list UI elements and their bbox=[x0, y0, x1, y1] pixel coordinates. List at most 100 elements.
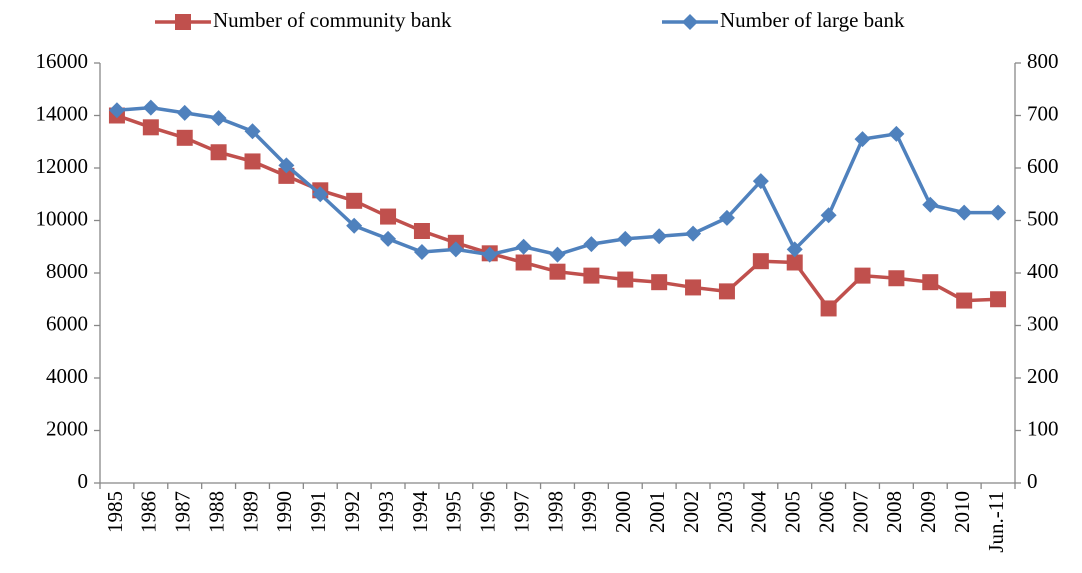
data-point bbox=[685, 225, 702, 242]
x-tick-label: 1990 bbox=[272, 491, 296, 533]
data-point bbox=[922, 274, 939, 291]
y2-tick-label: 500 bbox=[1027, 206, 1059, 230]
data-point bbox=[786, 254, 803, 271]
y2-tick-label: 700 bbox=[1027, 101, 1059, 125]
y2-tick-label: 200 bbox=[1027, 364, 1059, 388]
data-point bbox=[244, 123, 261, 140]
data-point bbox=[651, 228, 668, 245]
y-tick-label: 8000 bbox=[46, 259, 88, 283]
data-point bbox=[990, 204, 1007, 221]
data-point bbox=[617, 271, 634, 288]
data-point bbox=[854, 267, 871, 284]
x-tick-label: 1999 bbox=[577, 491, 601, 533]
data-point bbox=[922, 196, 939, 213]
data-point bbox=[244, 153, 261, 170]
data-point bbox=[413, 223, 430, 239]
x-tick-label: 2004 bbox=[747, 491, 771, 534]
x-tick-label: 2010 bbox=[950, 491, 974, 533]
x-tick-label: 1995 bbox=[442, 491, 466, 533]
y-tick-label: 12000 bbox=[36, 154, 89, 178]
data-point bbox=[718, 283, 735, 300]
x-tick-label: 2003 bbox=[713, 491, 737, 533]
x-tick-label: 1987 bbox=[171, 491, 195, 533]
data-point bbox=[718, 209, 735, 226]
data-point bbox=[888, 125, 905, 142]
data-point bbox=[651, 274, 668, 291]
y2-tick-label: 400 bbox=[1027, 259, 1059, 283]
x-tick-label: 2002 bbox=[679, 491, 703, 533]
data-point bbox=[108, 102, 125, 119]
x-tick-label: 2006 bbox=[814, 491, 838, 533]
data-point bbox=[515, 254, 532, 271]
data-point bbox=[583, 236, 600, 253]
data-point bbox=[752, 253, 769, 270]
data-point bbox=[380, 230, 397, 247]
data-point bbox=[820, 207, 837, 224]
y-tick-label: 10000 bbox=[36, 206, 89, 230]
data-point bbox=[854, 131, 871, 148]
y2-tick-label: 100 bbox=[1027, 416, 1059, 440]
legend-marker bbox=[682, 14, 698, 30]
data-point bbox=[278, 157, 295, 174]
x-tick-label: 1989 bbox=[238, 491, 262, 533]
x-tick-label: 1998 bbox=[543, 491, 567, 533]
data-point bbox=[142, 119, 159, 136]
data-point bbox=[515, 238, 532, 255]
y-tick-label: 2000 bbox=[46, 416, 88, 440]
data-point bbox=[346, 192, 363, 209]
data-point bbox=[210, 144, 227, 161]
data-point bbox=[956, 292, 973, 309]
x-tick-label: 2001 bbox=[645, 491, 669, 533]
y-tick-label: 4000 bbox=[46, 364, 88, 388]
y-tick-label: 6000 bbox=[46, 311, 88, 335]
x-tick-label: 1985 bbox=[103, 491, 127, 533]
data-point bbox=[176, 129, 193, 146]
data-point bbox=[380, 208, 397, 225]
data-point bbox=[888, 270, 905, 287]
x-tick-label: 1996 bbox=[476, 491, 500, 533]
y-tick-label: 0 bbox=[78, 469, 89, 493]
data-point bbox=[210, 110, 227, 127]
y-tick-label: 16000 bbox=[36, 49, 89, 73]
data-point bbox=[786, 241, 803, 258]
legend-label: Number of community bank bbox=[213, 8, 452, 32]
x-tick-label: 1986 bbox=[137, 491, 161, 533]
x-tick-label: 1991 bbox=[306, 491, 330, 533]
data-point bbox=[820, 300, 837, 317]
y2-tick-label: 600 bbox=[1027, 154, 1059, 178]
x-tick-label: 2007 bbox=[848, 491, 872, 533]
data-point bbox=[583, 267, 600, 284]
legend-label: Number of large bank bbox=[720, 8, 905, 32]
x-tick-label: 2005 bbox=[781, 491, 805, 533]
x-tick-label: Jun.-11 bbox=[984, 491, 1008, 553]
data-point bbox=[142, 99, 159, 116]
data-point bbox=[413, 244, 430, 260]
x-tick-label: 2008 bbox=[882, 491, 906, 533]
x-tick-label: 1997 bbox=[509, 491, 533, 533]
y2-tick-label: 300 bbox=[1027, 311, 1059, 335]
data-point bbox=[752, 173, 769, 190]
data-point bbox=[617, 230, 634, 247]
data-point bbox=[176, 104, 193, 121]
x-tick-label: 1994 bbox=[408, 491, 432, 534]
x-tick-label: 1993 bbox=[374, 491, 398, 533]
data-point bbox=[549, 246, 566, 263]
y2-tick-label: 800 bbox=[1027, 49, 1059, 73]
data-point bbox=[481, 246, 498, 263]
x-tick-label: 1988 bbox=[204, 491, 228, 533]
data-point bbox=[447, 241, 464, 258]
data-point bbox=[990, 291, 1007, 308]
y-tick-label: 14000 bbox=[36, 101, 89, 125]
data-point bbox=[685, 279, 702, 296]
x-tick-label: 2000 bbox=[611, 491, 635, 533]
data-point bbox=[312, 186, 329, 203]
data-point bbox=[346, 217, 363, 234]
x-tick-label: 2009 bbox=[916, 491, 940, 533]
data-point bbox=[549, 263, 566, 280]
legend-marker bbox=[175, 14, 191, 30]
y2-tick-label: 0 bbox=[1027, 469, 1038, 493]
x-tick-label: 1992 bbox=[340, 491, 364, 533]
data-point bbox=[278, 167, 295, 184]
data-point bbox=[956, 204, 973, 221]
